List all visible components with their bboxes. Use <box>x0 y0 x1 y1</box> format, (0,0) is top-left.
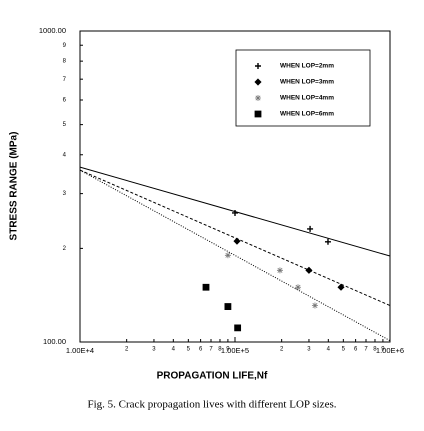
legend-marker <box>255 63 261 69</box>
point <box>324 238 331 245</box>
y-tick-label: 2 <box>63 246 67 252</box>
point <box>337 283 345 291</box>
x-tick-label: 9 <box>226 347 230 353</box>
point <box>224 303 232 310</box>
y-tick-label: 6 <box>63 98 67 104</box>
legend-label: WHEN LOP=6mm <box>280 111 334 118</box>
fit-line <box>79 169 391 306</box>
x-tick-label: 5 <box>342 347 346 353</box>
point <box>276 267 283 274</box>
caption: Fig. 5. Crack propagation lives with dif… <box>88 399 337 411</box>
x-tick-label: 6 <box>199 347 203 353</box>
x-tick-label: 3 <box>152 347 156 353</box>
y-axis-label: STRESS RANGE (MPa) <box>9 132 20 241</box>
y-tick-label: 1000.00 <box>39 26 66 35</box>
point <box>224 252 231 259</box>
point <box>295 284 302 291</box>
x-tick-label: 4 <box>172 347 176 353</box>
y-tick-label: 3 <box>63 191 67 197</box>
y-tick-label: 7 <box>63 77 67 83</box>
x-tick-label: 1.00E+4 <box>66 346 94 355</box>
point <box>305 266 313 274</box>
point <box>311 302 318 309</box>
x-tick-label: 9 <box>381 347 385 353</box>
legend-label: WHEN LOP=4mm <box>280 95 334 102</box>
y-tick-label: 5 <box>63 122 67 128</box>
point <box>202 283 210 291</box>
legend-label: WHEN LOP=3mm <box>280 79 334 86</box>
x-tick-label: 8 <box>218 347 222 353</box>
x-tick-label: 4 <box>327 347 331 353</box>
y-tick-label: 9 <box>63 43 67 49</box>
x-tick-label: 3 <box>307 347 311 353</box>
x-tick-label: 2 <box>125 347 129 353</box>
x-tick-label: 7 <box>364 347 368 353</box>
point <box>233 237 241 245</box>
x-tick-label: 8 <box>373 347 377 353</box>
x-tick-label: 5 <box>187 347 191 353</box>
point <box>234 324 242 332</box>
y-tick-label: 8 <box>63 59 67 65</box>
legend-marker <box>255 95 261 101</box>
y-tick-label: 100.00 <box>43 337 66 346</box>
point <box>307 225 314 232</box>
y-tick-label: 4 <box>63 152 67 158</box>
x-tick-label: 6 <box>354 347 358 353</box>
x-tick-label: 7 <box>209 347 213 353</box>
x-tick-label: 2 <box>280 347 284 353</box>
legend-marker <box>254 110 262 118</box>
legend-marker <box>254 78 262 86</box>
legend-label: WHEN LOP=2mm <box>280 63 334 70</box>
fit-line <box>79 169 391 342</box>
point <box>232 209 238 216</box>
x-tick-label: 1.00E+5 <box>221 346 249 355</box>
x-axis-label: PROPAGATION LIFE,Nf <box>157 371 268 382</box>
x-tick-label: 1.00E+6 <box>376 346 404 355</box>
